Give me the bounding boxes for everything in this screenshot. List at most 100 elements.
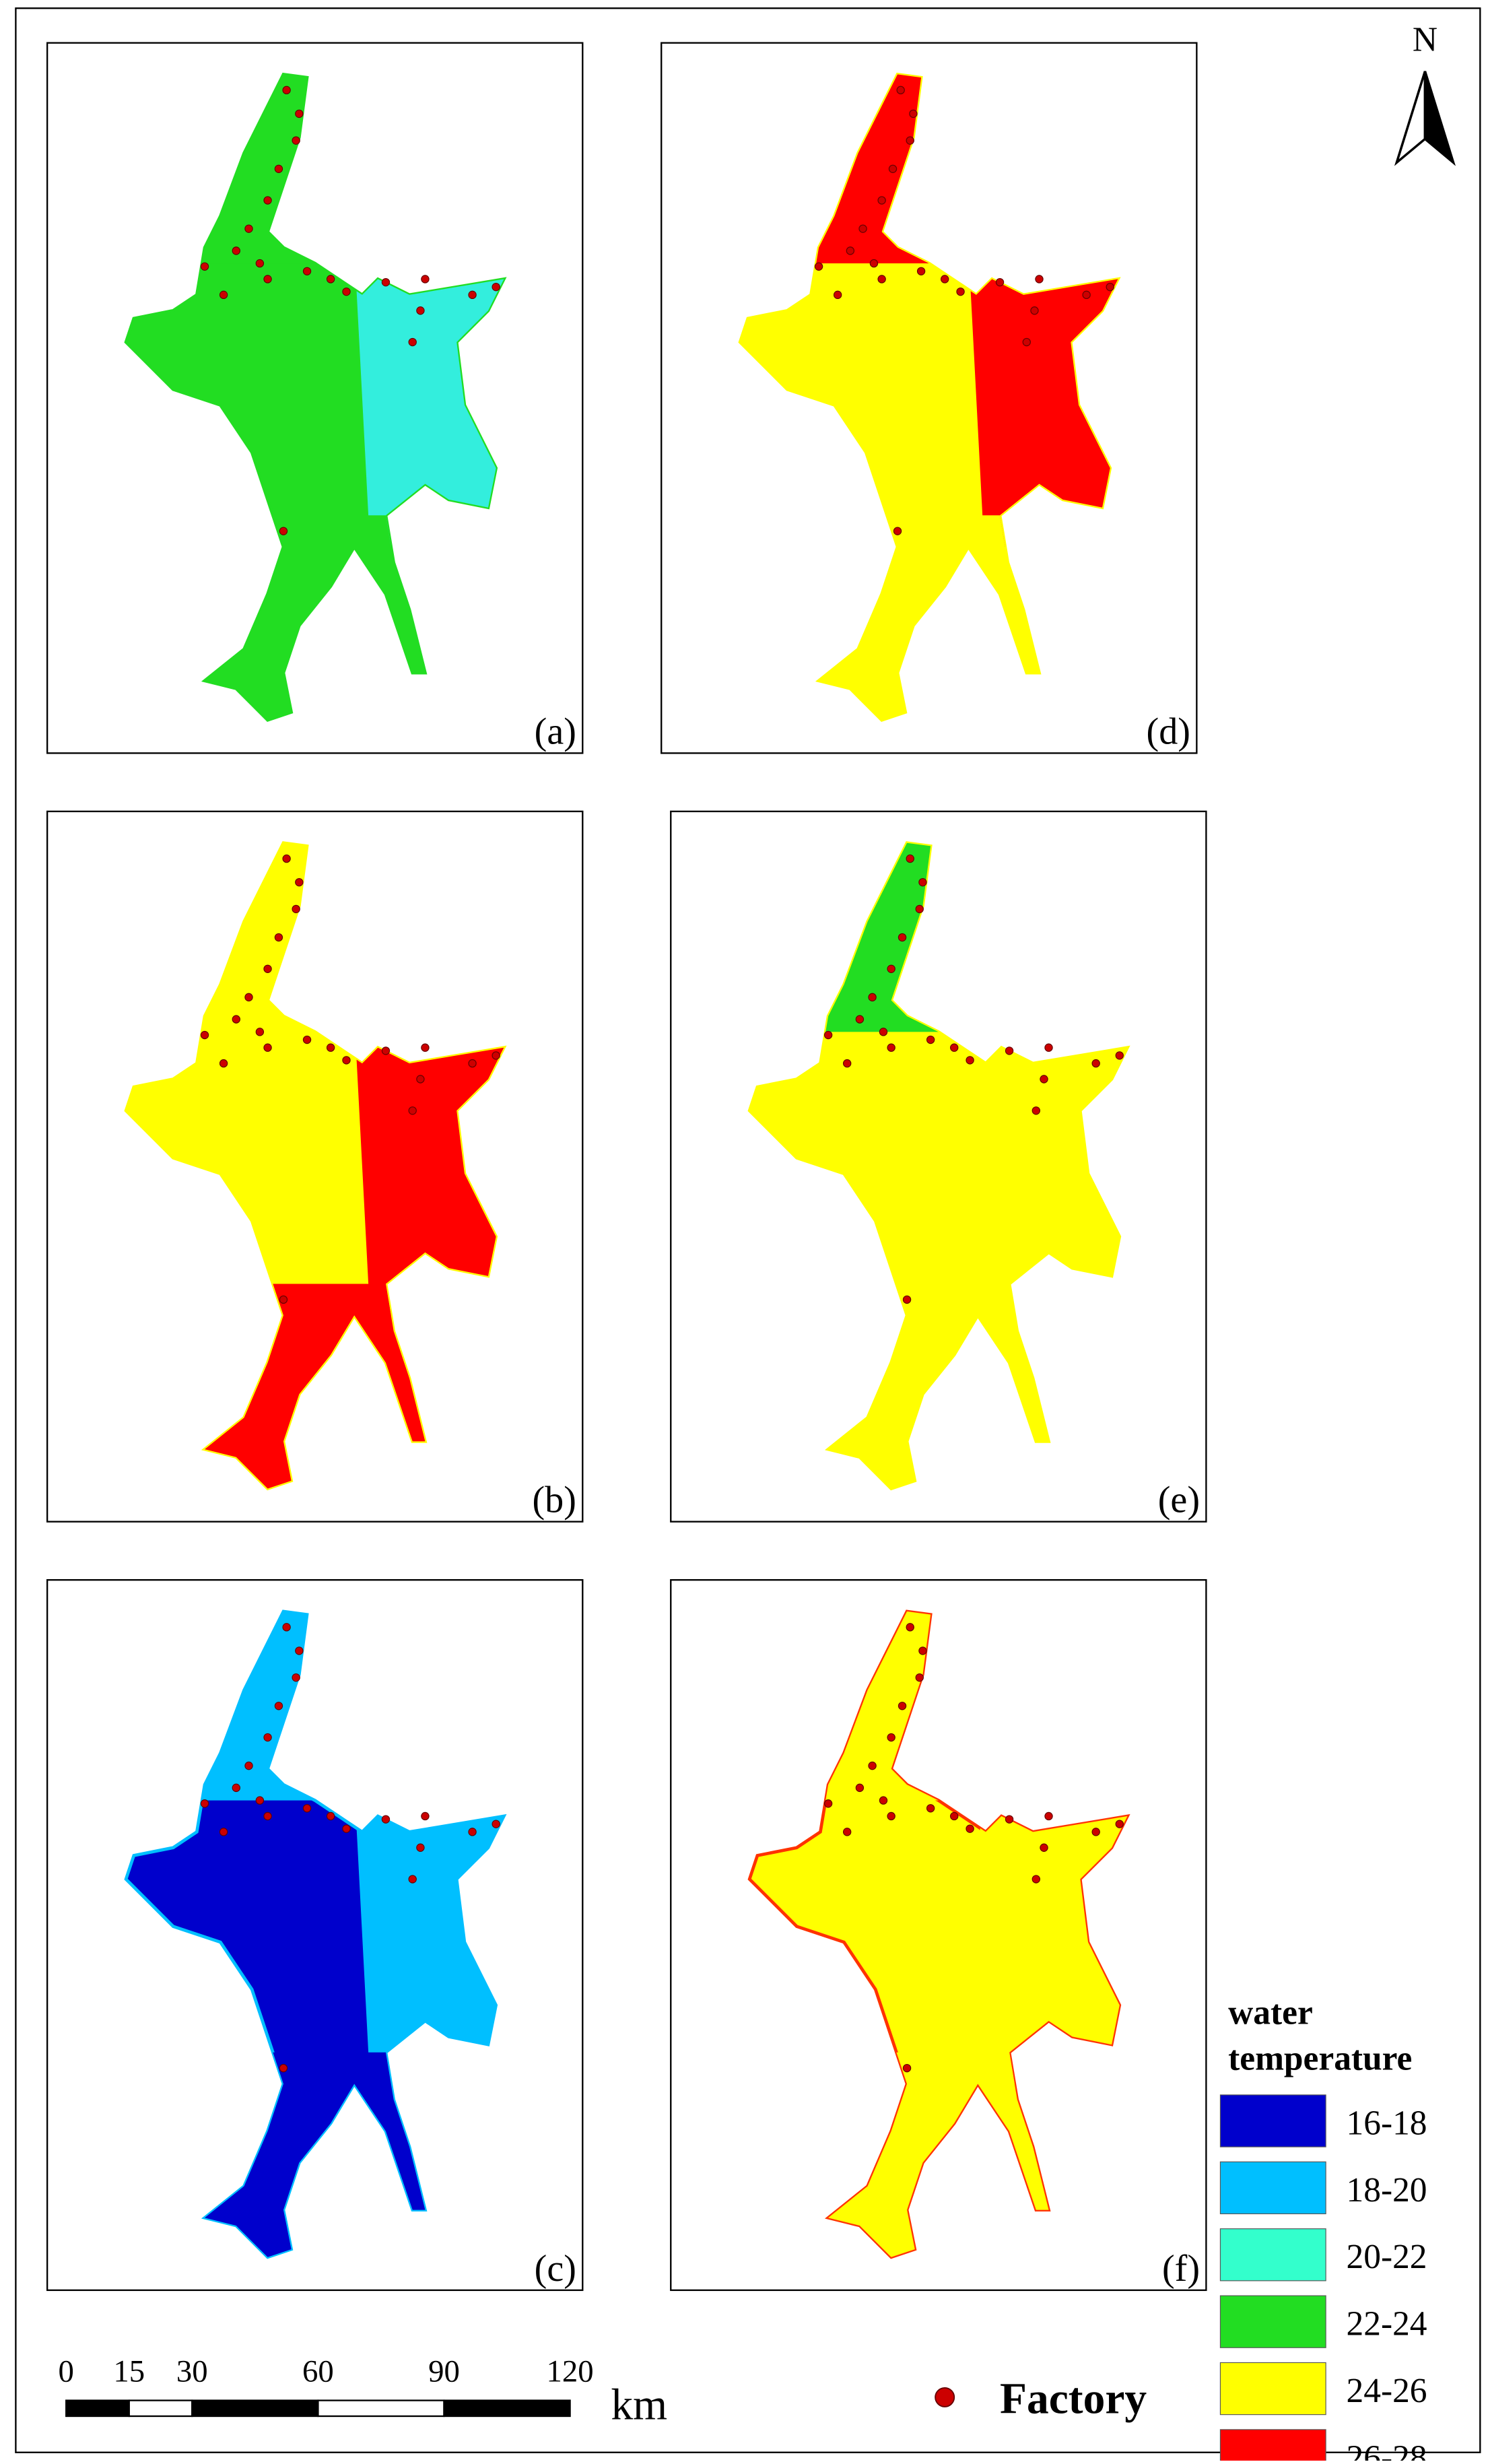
factory-marker bbox=[416, 1843, 425, 1852]
panel-frame bbox=[46, 42, 584, 754]
factory-marker bbox=[823, 1030, 833, 1040]
factory-marker bbox=[381, 1815, 391, 1824]
factory-marker bbox=[295, 109, 304, 119]
legend-swatch bbox=[1219, 2429, 1326, 2464]
factory-marker bbox=[302, 1804, 312, 1813]
factory-marker bbox=[468, 1059, 477, 1068]
factory-legend-marker bbox=[935, 2387, 955, 2407]
factory-marker bbox=[1032, 1106, 1041, 1115]
factory-marker bbox=[232, 1015, 240, 1024]
panel-label: (d) bbox=[1147, 710, 1190, 752]
north-label: N bbox=[1413, 20, 1438, 59]
factory-marker bbox=[282, 854, 291, 863]
factory-marker bbox=[200, 1030, 209, 1040]
factory-marker bbox=[1005, 1815, 1014, 1824]
factory-marker bbox=[868, 993, 877, 1002]
factory-marker bbox=[279, 1295, 288, 1304]
factory-marker bbox=[887, 964, 895, 973]
factory-marker bbox=[1044, 1811, 1053, 1821]
scale-tick-label: 90 bbox=[428, 2354, 460, 2389]
legend-label: 24-26 bbox=[1347, 2372, 1427, 2410]
factory-marker bbox=[279, 2063, 288, 2073]
factory-marker bbox=[906, 854, 914, 863]
factory-marker bbox=[915, 1673, 924, 1682]
factory-marker bbox=[833, 290, 842, 300]
legend-swatch bbox=[1219, 2161, 1326, 2215]
factory-marker bbox=[200, 1799, 209, 1808]
factory-marker bbox=[342, 287, 351, 296]
factory-marker bbox=[416, 1075, 425, 1084]
legend-swatch bbox=[1219, 2094, 1326, 2147]
factory-marker bbox=[244, 224, 253, 233]
factory-marker bbox=[879, 1028, 888, 1036]
factory-marker bbox=[1022, 337, 1031, 347]
factory-marker bbox=[877, 196, 886, 205]
factory-marker bbox=[274, 933, 283, 942]
factory-marker bbox=[468, 290, 477, 300]
legend-label: 18-20 bbox=[1347, 2171, 1427, 2209]
scale-segment bbox=[317, 2399, 445, 2418]
scale-segment bbox=[443, 2399, 571, 2418]
factory-marker bbox=[295, 877, 304, 887]
factory-marker bbox=[263, 1733, 272, 1742]
factory-marker bbox=[915, 904, 924, 914]
scale-unit: km bbox=[611, 2381, 667, 2430]
factory-marker bbox=[326, 1043, 335, 1052]
factory-marker bbox=[302, 1035, 312, 1044]
factory-marker bbox=[896, 86, 905, 95]
panel-label: (f) bbox=[1162, 2248, 1200, 2290]
factory-marker bbox=[1091, 1059, 1100, 1068]
factory-marker bbox=[918, 877, 927, 887]
factory-marker bbox=[292, 904, 300, 914]
scale-segment bbox=[128, 2399, 193, 2418]
factory-marker bbox=[869, 259, 879, 268]
map-panel: (b) bbox=[46, 810, 584, 1523]
factory-marker bbox=[868, 1761, 877, 1770]
factory-marker bbox=[1030, 306, 1039, 315]
factory-marker bbox=[906, 1623, 914, 1632]
factory-marker bbox=[219, 1828, 228, 1836]
factory-marker bbox=[940, 275, 949, 284]
map-panel: (e) bbox=[670, 810, 1207, 1523]
factory-marker bbox=[263, 275, 272, 284]
legend-label: 16-18 bbox=[1347, 2104, 1427, 2142]
panels: (a) (d) (b) (e) (c) (f) bbox=[46, 42, 1207, 2292]
factory-marker bbox=[1005, 1046, 1014, 1055]
factory-marker bbox=[232, 1783, 240, 1793]
factory-marker bbox=[244, 1761, 253, 1770]
factory-marker bbox=[255, 1028, 265, 1036]
factory-marker bbox=[282, 1623, 291, 1632]
factory-legend-label: Factory bbox=[1000, 2374, 1147, 2423]
factory-marker bbox=[842, 1828, 852, 1836]
legend: water temperature 16-18 18-20 20-22 22-24 24-2… bbox=[935, 1994, 1427, 2464]
factory-marker bbox=[893, 527, 902, 535]
factory-marker bbox=[326, 1811, 335, 1821]
factory-marker bbox=[966, 1824, 974, 1833]
factory-marker bbox=[342, 1056, 351, 1065]
factory-marker bbox=[381, 277, 391, 287]
factory-marker bbox=[1115, 1051, 1124, 1060]
factory-marker bbox=[326, 275, 335, 284]
factory-marker bbox=[966, 1056, 974, 1065]
factory-marker bbox=[906, 136, 914, 145]
factory-marker bbox=[274, 1702, 283, 1710]
scale-segment bbox=[191, 2399, 319, 2418]
factory-marker bbox=[381, 1046, 391, 1055]
factory-marker bbox=[255, 259, 265, 268]
factory-marker bbox=[1044, 1043, 1053, 1052]
factory-marker bbox=[842, 1059, 852, 1068]
factory-marker bbox=[902, 2063, 912, 2073]
factory-marker bbox=[909, 109, 918, 119]
factory-marker bbox=[887, 1733, 895, 1742]
factory-marker bbox=[263, 964, 272, 973]
factory-marker bbox=[898, 1702, 907, 1710]
map-panel: (a) bbox=[46, 42, 584, 754]
factory-marker bbox=[1091, 1828, 1100, 1836]
factory-marker bbox=[887, 1811, 895, 1821]
map-panel: (f) bbox=[670, 1579, 1207, 2292]
factory-marker bbox=[1035, 275, 1044, 284]
factory-marker bbox=[408, 337, 417, 347]
factory-marker bbox=[1040, 1075, 1048, 1084]
map-panel: (d) bbox=[661, 42, 1198, 754]
